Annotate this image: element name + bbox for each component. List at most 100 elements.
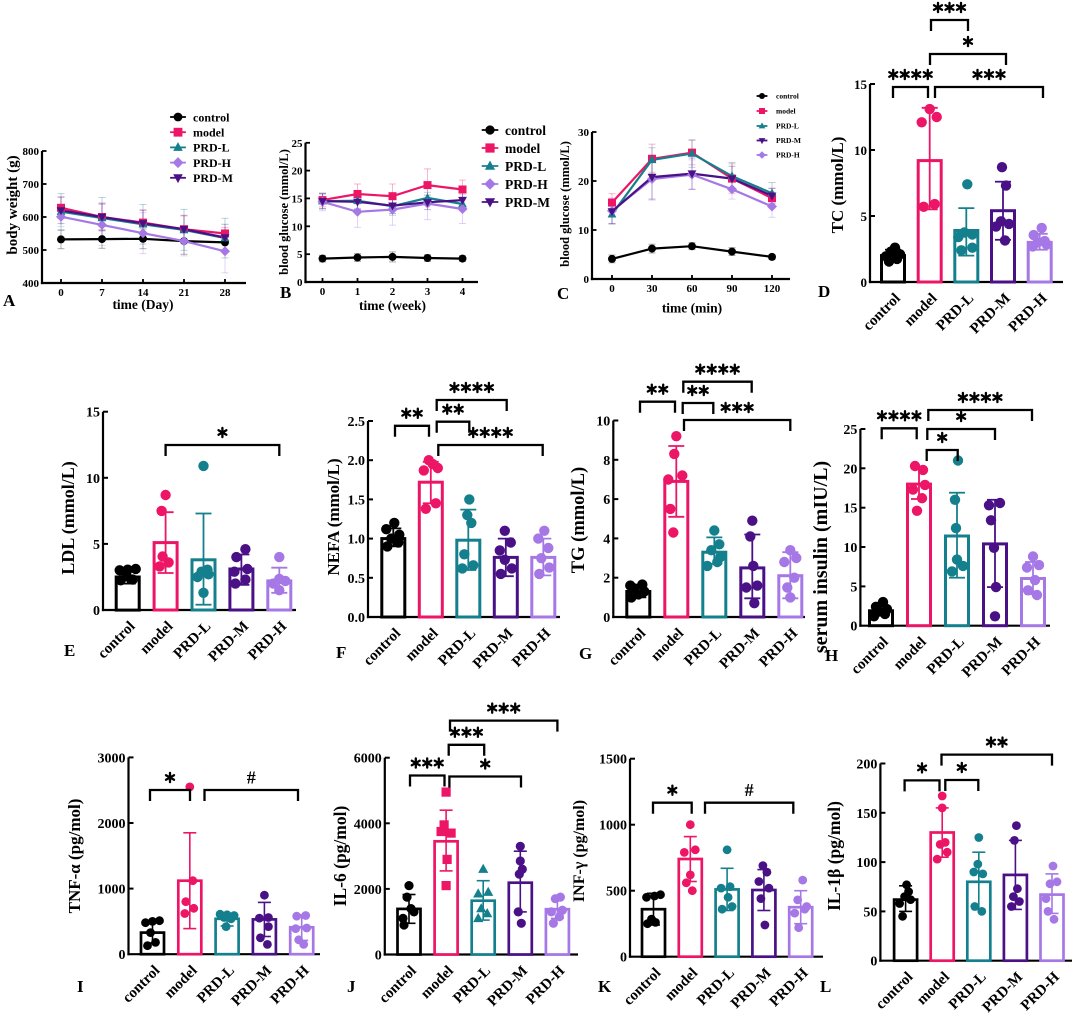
svg-text:0: 0: [609, 283, 615, 295]
svg-text:PRD-M: PRD-M: [505, 195, 550, 210]
svg-text:0.5: 0.5: [348, 572, 366, 587]
svg-text:0: 0: [297, 277, 303, 289]
svg-text:1: 1: [355, 286, 361, 298]
svg-text:20: 20: [292, 166, 304, 178]
svg-text:5: 5: [93, 538, 100, 553]
svg-text:700: 700: [23, 179, 40, 191]
svg-text:INF-γ (pg/mol): INF-γ (pg/mol): [571, 800, 588, 902]
svg-text:D: D: [818, 282, 830, 301]
svg-text:5: 5: [297, 249, 303, 261]
svg-text:500: 500: [23, 245, 40, 257]
svg-text:25: 25: [843, 423, 857, 438]
svg-text:25: 25: [292, 138, 304, 150]
svg-text:IL-1β (pg/mol): IL-1β (pg/mol): [824, 801, 844, 911]
svg-text:120: 120: [764, 283, 781, 295]
svg-text:6: 6: [603, 493, 610, 508]
svg-text:2.0: 2.0: [348, 454, 366, 469]
svg-text:10: 10: [578, 225, 590, 237]
svg-text:2000: 2000: [98, 817, 126, 832]
svg-text:model: model: [193, 126, 225, 140]
svg-text:4: 4: [460, 286, 466, 298]
svg-text:10: 10: [86, 472, 100, 487]
svg-text:21: 21: [179, 287, 190, 299]
svg-text:2000: 2000: [354, 883, 382, 898]
svg-text:0: 0: [620, 951, 627, 966]
svg-text:I: I: [77, 977, 84, 996]
svg-text:control: control: [776, 92, 799, 101]
svg-text:blood glucose (mmol/L): blood glucose (mmol/L): [277, 149, 291, 275]
svg-text:0: 0: [584, 274, 590, 286]
svg-text:#: #: [745, 780, 754, 800]
svg-text:time (week): time (week): [359, 298, 426, 313]
svg-text:F: F: [336, 643, 346, 662]
svg-text:0: 0: [603, 611, 610, 626]
svg-text:600: 600: [23, 212, 40, 224]
svg-text:10: 10: [843, 541, 857, 556]
svg-text:PRD-L: PRD-L: [193, 141, 230, 155]
svg-text:15: 15: [292, 193, 304, 205]
svg-text:TNF-α (pg/mol): TNF-α (pg/mol): [65, 799, 84, 914]
svg-text:2.5: 2.5: [348, 415, 366, 430]
svg-text:0: 0: [58, 287, 64, 299]
svg-text:15: 15: [854, 77, 868, 92]
svg-text:10: 10: [292, 221, 304, 233]
svg-text:2: 2: [390, 286, 396, 298]
svg-text:1500: 1500: [599, 753, 627, 768]
svg-text:10: 10: [854, 143, 867, 158]
svg-text:L: L: [820, 977, 831, 996]
svg-text:control: control: [505, 123, 546, 138]
svg-text:K: K: [598, 977, 612, 996]
svg-text:TG (mmol/L): TG (mmol/L): [569, 467, 589, 573]
svg-text:IL-6 (pg/mol): IL-6 (pg/mol): [330, 806, 350, 907]
svg-text:50: 50: [863, 905, 877, 920]
svg-text:LDL (mmol/L): LDL (mmol/L): [58, 461, 79, 575]
svg-text:7: 7: [99, 287, 105, 299]
svg-text:PRD-L: PRD-L: [505, 159, 546, 174]
svg-text:#: #: [247, 768, 256, 788]
svg-text:0: 0: [375, 949, 382, 964]
svg-text:4: 4: [603, 532, 610, 547]
svg-text:30: 30: [578, 127, 590, 139]
svg-text:G: G: [579, 644, 592, 663]
svg-text:200: 200: [856, 758, 877, 773]
svg-text:control: control: [193, 110, 230, 124]
svg-text:400: 400: [23, 278, 40, 290]
svg-text:15: 15: [86, 406, 100, 421]
svg-text:time (Day): time (Day): [112, 297, 173, 312]
svg-text:2: 2: [603, 572, 610, 587]
svg-text:H: H: [825, 646, 838, 665]
svg-text:PRD-H: PRD-H: [776, 151, 800, 160]
svg-text:5: 5: [861, 209, 868, 224]
svg-text:0: 0: [870, 955, 877, 970]
svg-text:C: C: [557, 284, 569, 303]
svg-text:60: 60: [687, 283, 699, 295]
svg-text:B: B: [280, 283, 291, 302]
svg-text:15: 15: [843, 502, 857, 517]
svg-text:serum insulin (mIU/L): serum insulin (mIU/L): [810, 461, 832, 653]
svg-text:100: 100: [856, 856, 877, 871]
svg-text:30: 30: [647, 283, 659, 295]
svg-text:body weight (g): body weight (g): [5, 155, 21, 254]
svg-text:3: 3: [425, 286, 431, 298]
svg-text:10: 10: [596, 415, 610, 430]
svg-text:1.0: 1.0: [348, 533, 366, 548]
svg-text:5: 5: [850, 580, 857, 595]
svg-text:PRD-L: PRD-L: [776, 122, 799, 131]
svg-text:90: 90: [727, 283, 739, 295]
svg-text:150: 150: [856, 807, 877, 822]
svg-text:time (min): time (min): [662, 301, 722, 316]
svg-text:1000: 1000: [599, 819, 627, 834]
svg-text:PRD-H: PRD-H: [193, 156, 232, 170]
svg-text:20: 20: [578, 176, 590, 188]
svg-text:20: 20: [843, 462, 857, 477]
svg-text:0.0: 0.0: [348, 611, 366, 626]
svg-text:28: 28: [220, 287, 232, 299]
svg-text:1.5: 1.5: [348, 493, 366, 508]
svg-text:NEFA (mmol/L): NEFA (mmol/L): [324, 458, 343, 575]
svg-text:0: 0: [119, 948, 126, 963]
svg-text:blood glucose (mmol/L): blood glucose (mmol/L): [558, 141, 572, 267]
svg-text:800: 800: [23, 146, 40, 158]
svg-text:0: 0: [850, 620, 857, 635]
svg-text:A: A: [3, 291, 16, 310]
svg-text:500: 500: [606, 885, 627, 900]
